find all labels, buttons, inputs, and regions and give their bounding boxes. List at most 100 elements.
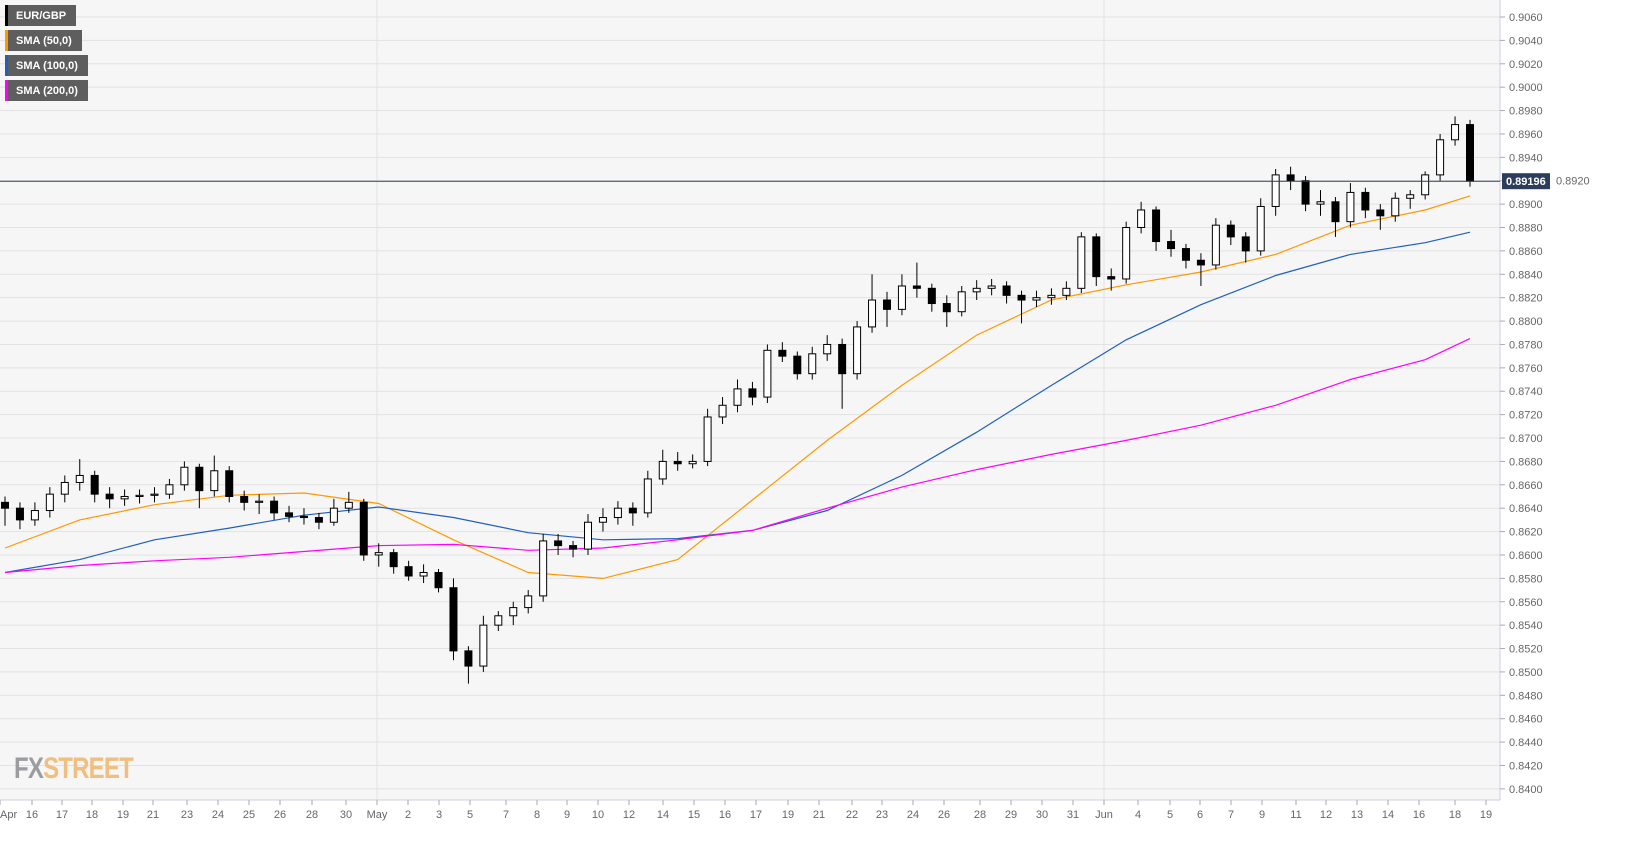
candle: [1316, 190, 1325, 216]
candle-body: [344, 501, 353, 509]
candle-body: [1196, 259, 1205, 266]
y-tick-label: 0.8960: [1509, 129, 1543, 141]
candle: [30, 502, 39, 526]
candle: [255, 494, 264, 515]
y-tick-label: 0.8660: [1509, 480, 1543, 492]
y-axis: 0.8400 0.8420 0.8440 0.8460 0.8480 0.8500 0.85…: [1499, 0, 1590, 800]
legend-item-sma50[interactable]: SMA (50,0): [5, 30, 82, 51]
y-tick-label: 0.8460: [1509, 714, 1543, 726]
legend-item-sma100[interactable]: SMA (100,0): [5, 55, 88, 76]
x-tick-label: 8: [534, 809, 540, 821]
x-tick-label: 11: [1290, 809, 1301, 821]
candle-body: [285, 512, 294, 517]
candle-body: [1092, 236, 1101, 278]
x-tick-label: 28: [306, 809, 318, 821]
candle: [1137, 201, 1146, 234]
candle: [628, 502, 637, 526]
candle: [1391, 192, 1400, 222]
plot-area: [0, 0, 1500, 800]
candle-body: [1301, 180, 1310, 205]
candle-body: [658, 460, 667, 480]
candle: [344, 491, 353, 513]
candle: [823, 335, 832, 361]
candle-body: [135, 494, 144, 497]
x-tick-label: 12: [1320, 809, 1332, 821]
x-tick-label: 25: [243, 809, 255, 821]
candle: [1451, 116, 1460, 146]
candle-body: [1316, 201, 1325, 205]
candle-body: [30, 510, 39, 521]
candle-body: [120, 495, 129, 500]
candle-body: [1152, 209, 1161, 243]
x-tick-label: 10: [592, 809, 604, 821]
candle-body: [240, 495, 249, 503]
candle: [539, 533, 548, 602]
candle: [434, 569, 443, 593]
candle: [897, 274, 906, 316]
candle: [1062, 281, 1071, 301]
x-tick-label: 24: [907, 809, 919, 821]
candle-body: [778, 349, 787, 357]
x-tick-label: 29: [1005, 809, 1017, 821]
candle-body: [270, 500, 279, 514]
candle: [733, 379, 742, 413]
candle: [15, 502, 24, 530]
candle-body: [1391, 197, 1400, 217]
candle-body: [1211, 224, 1220, 266]
x-tick-label: 23: [876, 809, 888, 821]
candle-body: [195, 466, 204, 492]
x-tick-label: 5: [467, 809, 473, 821]
x-tick-label: 22: [846, 809, 858, 821]
x-tick-label: 23: [181, 809, 193, 821]
legend-item-sma200[interactable]: SMA (200,0): [5, 80, 88, 101]
candle-body: [838, 343, 847, 375]
candle: [165, 478, 174, 499]
candle: [868, 274, 877, 333]
x-tick-label: 14: [657, 809, 669, 821]
candle: [1376, 204, 1385, 230]
x-tick-label: 16: [1413, 809, 1425, 821]
candle-body: [793, 355, 802, 375]
logo-street: STREET: [43, 752, 134, 785]
candle-body: [643, 478, 652, 514]
candle: [1226, 220, 1235, 246]
y-tick-label: 0.8700: [1509, 433, 1543, 445]
y-tick-label: 0.8520: [1509, 644, 1543, 656]
x-tick-label: 7: [1228, 809, 1234, 821]
candle-body: [688, 460, 697, 465]
y-tick-label: 0.8920: [1556, 176, 1590, 188]
candle: [45, 487, 54, 518]
y-tick-label: 0.8400: [1509, 784, 1543, 796]
y-tick-label: 0.8480: [1509, 690, 1543, 702]
candle: [195, 463, 204, 509]
candle-body: [434, 572, 443, 589]
candle-body: [494, 615, 503, 626]
y-tick-label: 0.8760: [1509, 363, 1543, 375]
candle-body: [165, 484, 174, 495]
candle: [494, 611, 503, 631]
candle-body: [1346, 191, 1355, 223]
candle: [1406, 190, 1415, 209]
logo-fx: FX: [14, 752, 44, 785]
candle: [942, 295, 951, 327]
candle-body: [882, 299, 891, 310]
candle: [1152, 206, 1161, 251]
candle: [1421, 171, 1430, 200]
legend-item-eurgbp[interactable]: EUR/GBP: [5, 5, 77, 26]
current-price-marker: 0.89196: [0, 173, 1550, 190]
candle-body: [1002, 285, 1011, 296]
candle: [509, 601, 518, 626]
legend-label: EUR/GBP: [16, 9, 67, 22]
candle: [1, 496, 9, 526]
y-tick-label: 0.8980: [1509, 106, 1543, 118]
candle: [389, 549, 398, 574]
x-tick-label: Apr: [0, 809, 17, 821]
legend-swatch: [5, 80, 8, 101]
y-tick-label: 0.9060: [1509, 12, 1543, 24]
candle-body: [464, 650, 473, 667]
candle-body: [763, 349, 772, 398]
candle-body: [613, 507, 622, 519]
candle-body: [509, 607, 518, 617]
candle: [180, 461, 189, 491]
x-tick-label: 18: [1449, 809, 1461, 821]
